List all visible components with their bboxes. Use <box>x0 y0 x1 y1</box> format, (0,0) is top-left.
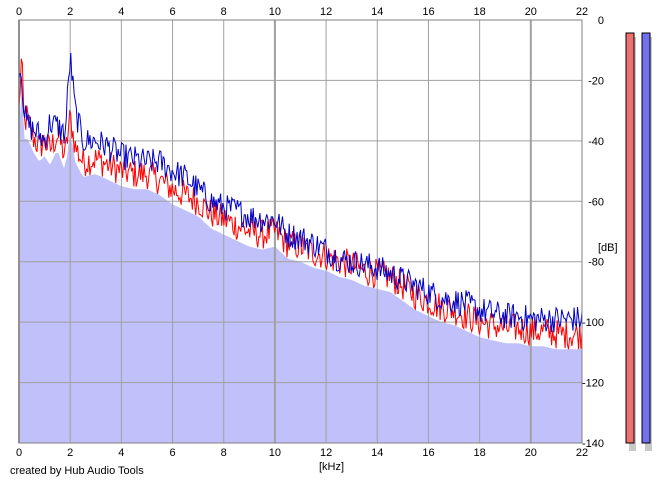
x-tick-label-top: 0 <box>16 6 22 18</box>
x-tick-label-top: 22 <box>576 6 588 18</box>
x-tick-label-bottom: 8 <box>221 447 227 459</box>
x-tick-label-top: 20 <box>525 6 537 18</box>
x-tick-label-bottom: 10 <box>269 447 281 459</box>
series-line-blue <box>18 52 583 333</box>
series-lines <box>18 52 583 350</box>
y-tick-label: -140 <box>582 438 604 450</box>
x-axis-unit: [kHz] <box>319 461 344 473</box>
y-tick-label: -80 <box>588 257 604 269</box>
x-tick-label-top: 12 <box>320 6 332 18</box>
x-tick-label-bottom: 6 <box>169 447 175 459</box>
spectrum-fill-area <box>19 93 582 443</box>
y-axis-unit: [dB] <box>598 242 618 254</box>
y-tick-label: -120 <box>582 378 604 390</box>
y-tick-label: -40 <box>588 136 604 148</box>
y-tick-label: -20 <box>588 75 604 87</box>
x-tick-label-bottom: 2 <box>67 447 73 459</box>
x-tick-label-bottom: 20 <box>525 447 537 459</box>
plot-frame <box>18 19 583 444</box>
x-tick-label-bottom: 18 <box>474 447 486 459</box>
y-tick-label: -100 <box>582 317 604 329</box>
tick-labels: 002244668810101212141416161818202022220-… <box>16 6 604 459</box>
x-tick-label-bottom: 12 <box>320 447 332 459</box>
credit-text: created by Hub Audio Tools <box>10 465 144 477</box>
x-tick-label-bottom: 16 <box>422 447 434 459</box>
y-tick-label: 0 <box>598 15 604 27</box>
x-tick-label-top: 10 <box>269 6 281 18</box>
x-tick-label-top: 8 <box>221 6 227 18</box>
x-tick-label-top: 18 <box>474 6 486 18</box>
right-level-meter <box>641 32 651 444</box>
x-tick-label-top: 16 <box>422 6 434 18</box>
x-tick-label-bottom: 22 <box>576 447 588 459</box>
left-level-meter <box>625 32 635 444</box>
x-tick-label-bottom: 0 <box>16 447 22 459</box>
x-tick-label-top: 6 <box>169 6 175 18</box>
x-tick-label-top: 14 <box>371 6 383 18</box>
grid-lines <box>18 19 583 444</box>
x-tick-label-bottom: 14 <box>371 447 383 459</box>
x-tick-label-top: 2 <box>67 6 73 18</box>
x-tick-label-bottom: 4 <box>118 447 124 459</box>
y-tick-label: -60 <box>588 196 604 208</box>
x-tick-label-top: 4 <box>118 6 124 18</box>
